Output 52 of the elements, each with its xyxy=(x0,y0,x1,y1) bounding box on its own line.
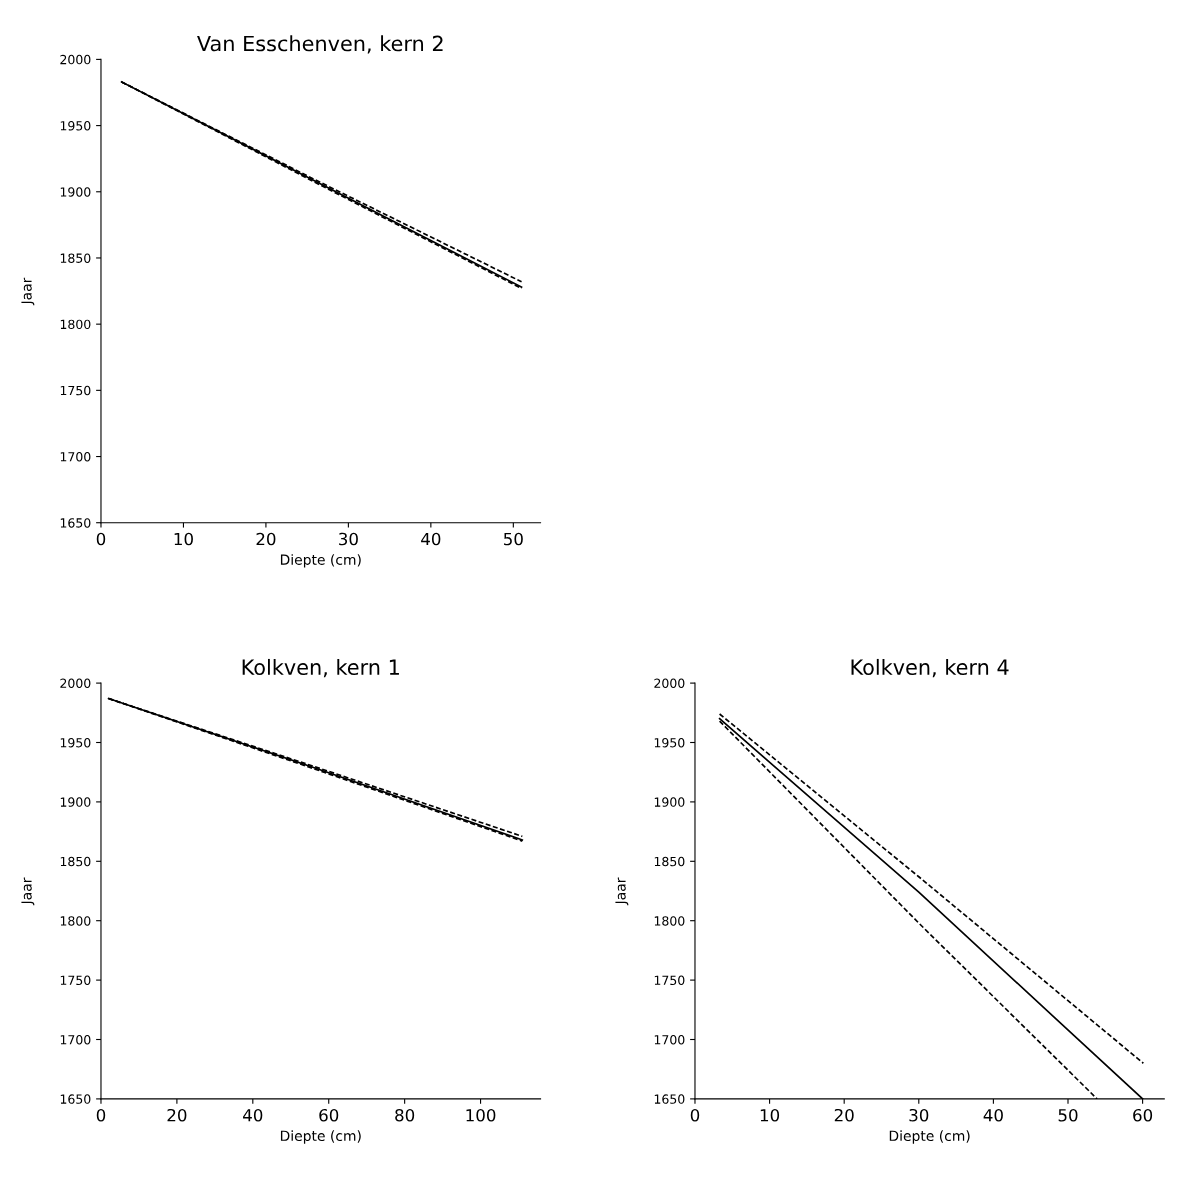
y-tick-label: 2000 xyxy=(60,678,91,689)
chart-title: Kolkven, kern 4 xyxy=(851,658,1009,678)
y-tick-label: 1700 xyxy=(654,1034,685,1045)
x-tick-label: 30 xyxy=(339,532,358,546)
y-tick-label: 1800 xyxy=(654,916,685,926)
x-tick-label: 60 xyxy=(319,1108,339,1122)
x-tick-label: 10 xyxy=(174,532,193,546)
x-tick-label: 0 xyxy=(690,1108,700,1122)
y-tick-label: 1800 xyxy=(60,916,91,926)
x-tick-label: 20 xyxy=(834,1108,854,1122)
y-tick-label: 1650 xyxy=(654,1094,685,1104)
x-tick-label: 50 xyxy=(504,532,523,546)
y-tick-label: 1750 xyxy=(654,975,685,986)
y-tick-label: 2000 xyxy=(60,54,91,65)
y-tick-label: 1900 xyxy=(60,797,91,807)
y-tick-label: 1950 xyxy=(60,121,91,131)
x-axis-title: Diepte (cm) xyxy=(889,1130,970,1144)
x-tick-label: 40 xyxy=(983,1108,1003,1122)
x-tick-label: 10 xyxy=(760,1108,780,1122)
x-tick-label: 80 xyxy=(395,1108,415,1122)
x-tick-label: 40 xyxy=(421,532,441,546)
y-tick-label: 1650 xyxy=(60,518,91,528)
y-tick-label: 1950 xyxy=(60,737,91,748)
y-tick-label: 1700 xyxy=(60,1034,91,1045)
y-axis-title: Jaar xyxy=(21,277,35,306)
x-axis-title: Diepte (cm) xyxy=(280,1130,361,1144)
x-tick-label: 40 xyxy=(243,1108,263,1122)
y-tick-label: 1850 xyxy=(60,253,91,263)
chart-title: Kolkven, kern 1 xyxy=(242,658,399,678)
y-tick-label: 2000 xyxy=(654,678,685,689)
x-tick-label: 20 xyxy=(256,532,276,546)
x-tick-label: 100 xyxy=(466,1108,496,1122)
y-tick-label: 1850 xyxy=(654,856,685,867)
y-tick-label: 1650 xyxy=(60,1094,91,1104)
x-tick-label: 0 xyxy=(96,1108,106,1122)
x-axis-title: Diepte (cm) xyxy=(280,554,361,568)
y-tick-label: 1750 xyxy=(60,975,91,986)
y-tick-label: 1750 xyxy=(60,385,91,396)
x-tick-label: 50 xyxy=(1058,1108,1078,1122)
x-tick-label: 0 xyxy=(96,532,106,546)
x-tick-label: 30 xyxy=(909,1108,929,1122)
y-axis-title: Jaar xyxy=(21,877,35,906)
y-tick-label: 1800 xyxy=(60,319,91,330)
x-tick-label: 60 xyxy=(1133,1108,1153,1122)
x-tick-label: 20 xyxy=(167,1108,187,1122)
y-tick-label: 1900 xyxy=(654,797,685,807)
chart-title: Van Esschenven, kern 2 xyxy=(197,35,443,54)
y-tick-label: 1850 xyxy=(60,856,91,867)
y-tick-label: 1700 xyxy=(60,452,91,462)
y-axis-title: Jaar xyxy=(615,877,629,906)
y-tick-label: 1950 xyxy=(654,737,685,748)
y-tick-label: 1900 xyxy=(60,187,91,197)
